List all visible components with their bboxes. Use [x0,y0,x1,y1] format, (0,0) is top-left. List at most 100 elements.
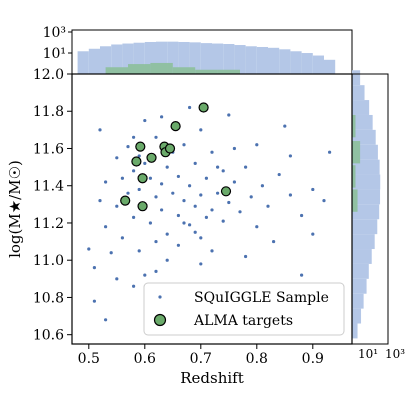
sample-point [165,258,169,262]
sample-point [204,176,208,180]
sample-point [204,215,208,219]
main-panel-frame [71,73,353,345]
sample-point [255,143,259,147]
sample-point [210,208,214,212]
sample-point [199,128,203,132]
top-hist-bar [88,48,100,74]
x-tick-label: 0.9 [302,351,324,367]
sample-point [283,124,287,128]
sample-point [126,145,130,149]
sample-point [272,239,276,244]
top-hist-bar [268,47,280,74]
x-tick-label: 0.5 [78,351,100,367]
top-hist-bar [312,55,324,74]
x-tick-label: 0.6 [134,351,156,367]
top-hist-bar [212,43,224,74]
sample-point [216,191,220,195]
sample-point [188,105,192,110]
top-hist-bar [301,53,313,74]
right-hist-tick-label: 10¹ [358,347,378,361]
right-hist-bar [352,219,378,235]
sample-point [193,204,197,208]
sample-point [182,199,186,203]
top-hist-tick-label: 10¹ [43,46,66,62]
top-hist-alma-bar [195,69,218,74]
sample-point [154,269,158,273]
sample-point [199,193,203,197]
legend-marker-sample [158,295,162,299]
top-hist-bar [144,41,156,74]
sample-point [98,199,102,203]
top-hist-alma-bar [128,64,151,74]
sample-point [126,191,130,195]
alma-point [120,195,131,206]
right-hist-alma-bar [352,141,361,164]
sample-point [98,128,102,132]
right-histogram [352,70,381,339]
right-hist-alma-bar [352,165,356,188]
y-tick-label: 11.0 [33,253,64,269]
alma-point [220,186,232,197]
sample-point [115,204,119,208]
top-hist-alma-bar [105,67,128,74]
top-hist-bar [256,46,268,74]
top-hist-bar [122,43,134,74]
sample-point [137,154,141,158]
top-hist-bar [245,46,257,74]
sample-point [216,165,220,169]
top-hist-bar [167,41,179,74]
top-hist-alma-bar [217,69,240,74]
sample-point [238,210,242,214]
sample-point [176,213,180,218]
right-hist-bar [352,308,362,324]
sample-point [193,230,197,234]
alma-point [170,121,181,132]
top-hist-alma-bar [150,62,173,74]
sample-point [176,174,180,179]
sample-point [137,249,141,253]
top-hist-bar [200,43,212,74]
right-hist-bar [352,278,367,294]
sample-point [244,254,248,259]
sample-point [171,191,175,195]
sample-point [182,221,186,225]
sample-point [328,150,332,154]
top-hist-bar [234,45,246,74]
right-hist-tick-label: 10³ [385,347,405,361]
sample-point [255,225,259,229]
sample-point [120,236,124,240]
legend-box [143,282,345,336]
right-hist-bar [352,234,375,250]
sample-point [227,200,231,205]
sample-point [160,182,164,186]
sample-point [199,236,203,240]
sample-point [154,195,158,199]
sample-point [221,169,225,173]
top-hist-bar [156,41,168,74]
y-tick-label: 11.4 [33,179,64,195]
sample-point [154,239,158,244]
top-hist-bar [290,51,302,74]
sample-point [165,232,169,236]
x-tick-label: 0.8 [246,351,268,367]
right-hist-bar [352,70,361,86]
sample-point [92,299,96,303]
right-hist-bar [352,85,365,101]
top-hist-bar [178,41,190,74]
sample-point [300,273,304,277]
sample-point [160,115,164,119]
legend-label-sample: SQuIGGLE Sample [194,290,329,306]
sample-point [120,176,124,180]
top-histogram [77,41,336,74]
sample-point [143,273,147,277]
right-hist-bar [352,100,370,115]
sample-point [137,187,141,192]
y-tick-label: 10.8 [33,290,64,306]
sample-point [188,223,192,227]
alma-point [137,201,148,212]
right-hist-bar [352,204,380,220]
right-hist-alma-bar [352,189,358,212]
sample-point [154,135,158,139]
top-hist-bar [111,44,123,74]
